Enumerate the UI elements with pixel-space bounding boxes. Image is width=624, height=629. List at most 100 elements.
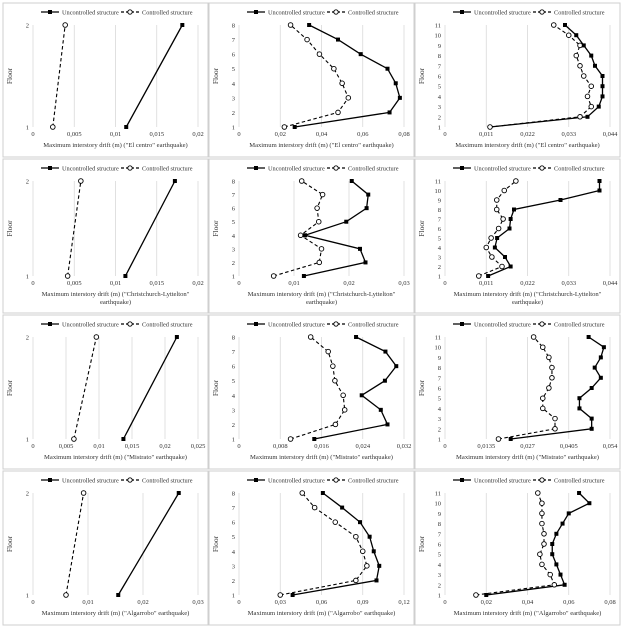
panel-frame xyxy=(208,2,415,158)
uncontrolled-point xyxy=(394,364,399,369)
y-tick-label: 3 xyxy=(438,104,441,111)
y-tick-label: 5 xyxy=(438,236,441,243)
y-tick-label: 7 xyxy=(438,531,442,538)
x-tick-label: 0,04 xyxy=(316,131,328,138)
uncontrolled-point xyxy=(116,593,121,597)
uncontrolled-point xyxy=(574,33,579,38)
x-tick-label: 0,08 xyxy=(604,599,615,606)
controlled-point xyxy=(501,187,508,194)
uncontrolled-point xyxy=(581,43,586,48)
uncontrolled-point xyxy=(554,531,559,536)
y-tick-label: 10 xyxy=(435,33,442,40)
x-tick-label: 0,015 xyxy=(149,131,164,138)
uncontrolled-point xyxy=(589,426,594,431)
controlled-line xyxy=(52,24,66,128)
controlled-point xyxy=(316,259,323,266)
x-axis-title: Maximum interstory drift (m) ("El centro… xyxy=(249,142,394,149)
y-tick-label: 8 xyxy=(232,491,235,498)
y-axis-title: Floor xyxy=(417,67,426,84)
x-tick-label: 0,025 xyxy=(191,443,206,450)
series-uncontrolled xyxy=(123,179,177,278)
y-tick-label: 3 xyxy=(232,95,235,102)
uncontrolled-point xyxy=(598,375,603,380)
uncontrolled-point xyxy=(589,416,594,421)
y-tick-label: 6 xyxy=(438,226,442,233)
uncontrolled-point xyxy=(577,406,582,411)
series-controlled xyxy=(64,178,84,279)
controlled-point xyxy=(499,263,505,270)
y-tick-label: 8 xyxy=(438,521,441,528)
legend-uncontrolled-marker xyxy=(460,478,464,482)
uncontrolled-point xyxy=(374,578,379,583)
uncontrolled-point xyxy=(320,491,325,495)
x-tick-label: 0,02 xyxy=(137,599,148,606)
legend: Uncontrolled structure Controlled structu… xyxy=(41,321,193,329)
x-tick-label: 0,08 xyxy=(398,131,409,138)
legend-uncontrolled-label: Uncontrolled structure xyxy=(62,10,119,17)
uncontrolled-point xyxy=(562,582,567,587)
y-tick-label: 1 xyxy=(232,437,235,444)
legend-uncontrolled-label: Uncontrolled structure xyxy=(268,322,325,329)
y-axis-title: Floor xyxy=(5,67,14,84)
y-axis-title: Floor xyxy=(5,535,14,552)
controlled-point xyxy=(316,218,322,225)
y-tick-label: 1 xyxy=(438,125,441,132)
controlled-point xyxy=(318,246,325,252)
controlled-point xyxy=(530,334,537,340)
y-tick-label: 10 xyxy=(435,188,442,195)
legend-uncontrolled-label: Uncontrolled structure xyxy=(62,478,119,485)
y-tick-label: 1 xyxy=(438,437,441,444)
uncontrolled-point xyxy=(601,345,606,350)
legend-uncontrolled-marker xyxy=(254,322,258,326)
controlled-line xyxy=(73,336,97,440)
x-tick-label: 0,02 xyxy=(481,599,492,606)
y-axis-title: Floor xyxy=(211,220,220,237)
y-tick-label: 4 xyxy=(232,393,236,400)
uncontrolled-line xyxy=(314,336,398,440)
legend-uncontrolled-label: Uncontrolled structure xyxy=(474,166,531,173)
x-tick-label: 0 xyxy=(31,131,34,138)
chart-panel-10: Uncontrolled structure Controlled structu… xyxy=(2,470,209,626)
uncontrolled-point xyxy=(512,207,516,212)
series-uncontrolled xyxy=(484,491,592,597)
chart-panel-9: Uncontrolled structure Controlled structu… xyxy=(414,314,621,470)
legend-controlled-label: Controlled structure xyxy=(348,10,399,17)
uncontrolled-point xyxy=(383,349,388,354)
y-axis-title: Floor xyxy=(417,379,426,396)
legend-controlled-marker xyxy=(539,9,545,15)
y-tick-label: 9 xyxy=(438,355,441,362)
x-tick-label: 0,0405 xyxy=(560,443,578,450)
controlled-point xyxy=(513,178,519,184)
x-tick-label: 0,044 xyxy=(603,280,618,287)
x-axis-title-line2: earthquake) xyxy=(100,299,131,306)
uncontrolled-point xyxy=(550,552,555,557)
series-controlled xyxy=(50,22,68,130)
x-tick-label: 0,022 xyxy=(520,280,535,287)
legend-controlled-marker xyxy=(333,477,339,483)
uncontrolled-point xyxy=(600,84,605,89)
y-tick-label: 6 xyxy=(438,386,442,393)
y-tick-label: 4 xyxy=(438,406,442,413)
x-axis-title-line1: Maximum interstory drift (m) ("Christchu… xyxy=(42,291,190,298)
legend-controlled-marker xyxy=(539,165,545,171)
legend-controlled-label: Controlled structure xyxy=(554,166,605,173)
y-tick-label: 6 xyxy=(438,74,442,81)
controlled-point xyxy=(287,22,294,28)
uncontrolled-point xyxy=(307,23,312,27)
uncontrolled-point xyxy=(359,393,364,398)
uncontrolled-point xyxy=(312,437,317,441)
x-tick-label: 0,032 xyxy=(397,443,412,450)
y-tick-label: 3 xyxy=(232,563,235,570)
y-tick-label: 4 xyxy=(232,549,236,556)
legend-controlled-label: Controlled structure xyxy=(348,478,399,485)
y-tick-label: 8 xyxy=(232,179,235,186)
legend-uncontrolled-marker xyxy=(48,322,52,326)
controlled-point xyxy=(540,405,546,412)
uncontrolled-point xyxy=(597,188,602,193)
y-tick-label: 1 xyxy=(232,125,235,132)
controlled-point xyxy=(297,232,304,239)
controlled-point xyxy=(541,541,547,547)
x-tick-label: 0,09 xyxy=(357,599,368,606)
controlled-line xyxy=(284,24,349,128)
